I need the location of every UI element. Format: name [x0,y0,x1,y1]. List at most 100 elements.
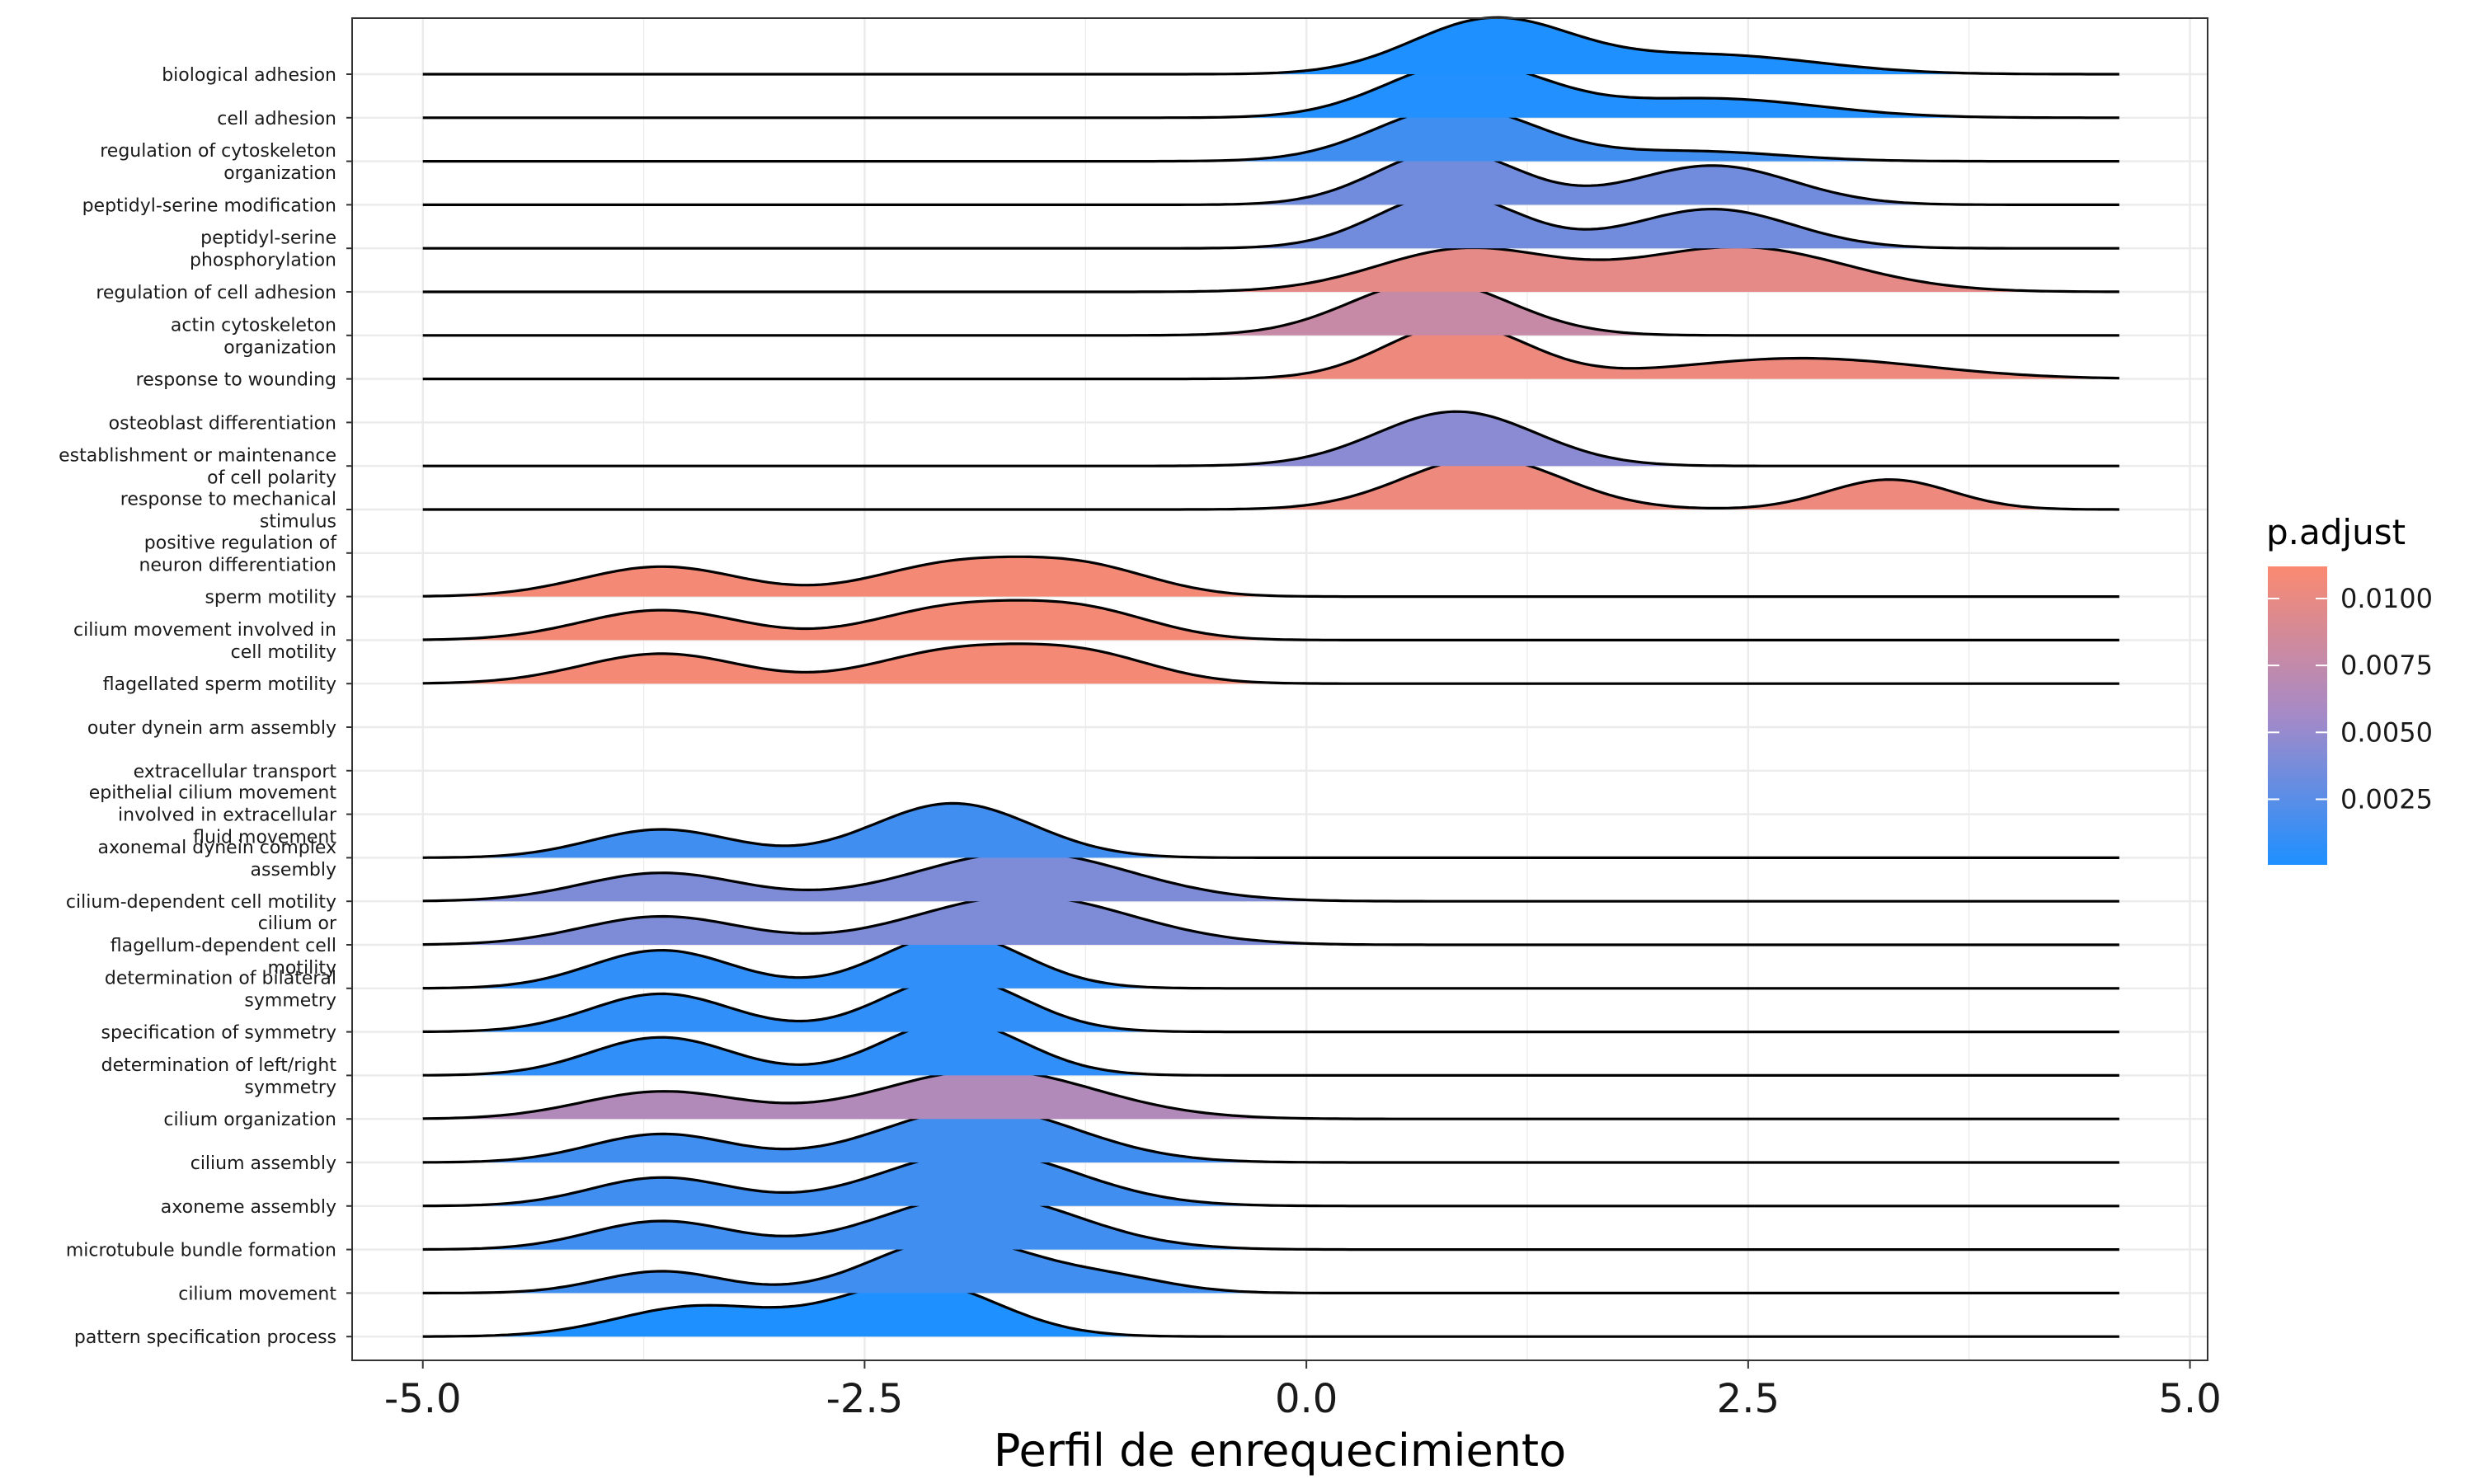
x-tick-label: 2.5 [1717,1376,1780,1422]
ridge-outline [422,851,2119,903]
ridge-outline [422,192,2119,250]
ridge-outline [422,975,2119,1034]
y-tick-label-line: positive regulation of [144,533,337,553]
ridge-fill [422,803,2119,858]
ridge-outline [422,1280,2119,1338]
y-tick-label: positive regulation of neuron differentia… [139,533,337,575]
ridge-outline [422,148,2119,206]
y-tick-label: extracellular transport [134,762,337,782]
ridge-outline [422,1019,2119,1077]
ridge-fill [422,1069,2119,1120]
y-tick-label-line: outer dynein arm assembly [87,718,336,739]
ridge-fill [422,933,2119,989]
y-tick-label-line: determination of left/right [101,1055,337,1076]
y-tick-label-line: axonemal dynein complex [97,838,336,858]
y-tick-label-line: cilium-dependent cell motility [66,892,336,913]
ridge-fill [422,852,2119,902]
y-tick-label: determination of bilateral symmetry [105,968,336,1011]
x-axis: -5.0 -2.5 0.0 2.5 5.0 [384,1360,2222,1422]
y-tick-label: sperm motility [205,588,336,608]
y-tick-label-line: cilium movement [178,1284,336,1304]
ridge-fill [422,62,2119,118]
x-tick-label: 5.0 [2158,1376,2221,1422]
y-tick-label-line: osteoblast differentiation [109,413,336,434]
x-tick-label: 0.0 [1275,1376,1338,1422]
y-tick-label-line: cilium or [258,913,337,934]
y-tick-label-line: cilium movement involved in [73,620,336,641]
ridge-outline [422,1150,2119,1208]
y-tick-label: cell adhesion [217,109,336,129]
x-tick-label: -5.0 [384,1376,462,1422]
ridge-outline [422,642,2119,685]
ridge-outline [422,932,2119,990]
ridge-fill [422,1021,2119,1076]
y-tick-label: establishment or maintenance of cell pola… [59,446,336,489]
y-tick-label-line: fluid movement [193,828,336,848]
legend-tick-label: 0.0050 [2340,716,2433,748]
ridge-outline [422,16,2119,76]
ridge-fill [422,1195,2119,1250]
ridge-outline [422,555,2119,599]
ridge-outline [422,1068,2119,1120]
y-tick-label-line: involved in extracellular [118,805,337,826]
y-tick-label: osteoblast differentiation [109,413,336,434]
y-tick-label: specification of symmetry [101,1023,336,1044]
ridge-fill [422,17,2119,75]
legend-colorbar [2268,566,2327,865]
y-tick-label: outer dynein arm assembly [87,718,336,739]
y-tick-label: cilium movement involved in cell motility [73,620,336,663]
y-tick-label-line: peptidyl-serine [200,228,336,249]
ridge-fill [422,247,2119,292]
y-tick-label-line: cell adhesion [217,109,336,129]
y-tick-label-line: flagellated sperm motility [103,674,336,695]
legend-title: p.adjust [2266,512,2406,552]
ridge-outline [422,1106,2119,1164]
y-tick-label: regulation of cytoskeleton organization [100,141,336,184]
legend-tick-label: 0.0075 [2340,650,2433,681]
ridge-outline [422,894,2119,946]
y-tick-label-line: phosphorylation [190,251,336,271]
y-tick-label: peptidyl-serine phosphorylation [190,228,336,271]
y-tick-label: axoneme assembly [161,1197,336,1218]
y-tick-label: axonemal dynein complex assembly [97,838,336,881]
ridge-outline [422,410,2119,467]
y-tick-label: microtubule bundle formation [66,1241,336,1261]
y-tick-label-line: axoneme assembly [161,1197,336,1218]
y-tick-label: cilium-dependent cell motility [66,892,336,913]
y-tick-label-line: microtubule bundle formation [66,1241,336,1261]
ridge-outline [422,599,2119,641]
color-legend: p.adjust 0.0100 0.0075 0.0050 0.0025 [2266,512,2433,865]
ridge-fill [422,895,2119,945]
y-tick-label-line: peptidyl-serine modification [82,195,336,216]
y-tick-label: actin cytoskeleton organization [171,315,336,358]
x-axis-title: Perfil de enrequecimiento [994,1425,1566,1477]
y-tick-label: cilium movement [178,1284,336,1304]
y-tick-label-line: organization [223,337,336,358]
y-tick-label-line: extracellular transport [134,762,337,782]
legend-tick-label: 0.0025 [2340,783,2433,815]
ridge-outline [422,322,2119,381]
y-tick-label: response to mechanical stimulus [120,490,336,533]
y-tick-label-line: cilium assembly [190,1153,336,1174]
y-tick-label-line: epithelial cilium movement [89,783,337,804]
ridge-fill [422,1151,2119,1206]
ridge-outline [422,1193,2119,1252]
y-tick-label-line: cell motility [231,642,336,663]
ridge-outline [422,456,2119,511]
ridge-fill [422,194,2119,249]
legend-tick-label: 0.0100 [2340,583,2433,614]
y-tick-label-line: response to mechanical [120,490,336,510]
y-tick-label: cilium organization [163,1110,336,1130]
y-tick-label: determination of left/right symmetry [101,1055,337,1098]
y-tick-label: cilium or flagellum-dependent cell motilit… [111,913,337,979]
y-tick-label: flagellated sperm motility [103,674,336,695]
y-tick-label-line: organization [223,163,336,184]
x-tick-label: -2.5 [826,1376,904,1422]
y-axis-labels: biological adhesion cell adhesion regulati… [59,65,352,1348]
ridge-fill [422,1108,2119,1162]
y-tick-label-line: symmetry [244,990,336,1011]
y-tick-label-line: biological adhesion [162,65,336,86]
ridge-outline [422,801,2119,859]
panel-border [351,17,2208,1361]
y-tick-label-line: stimulus [260,512,336,533]
